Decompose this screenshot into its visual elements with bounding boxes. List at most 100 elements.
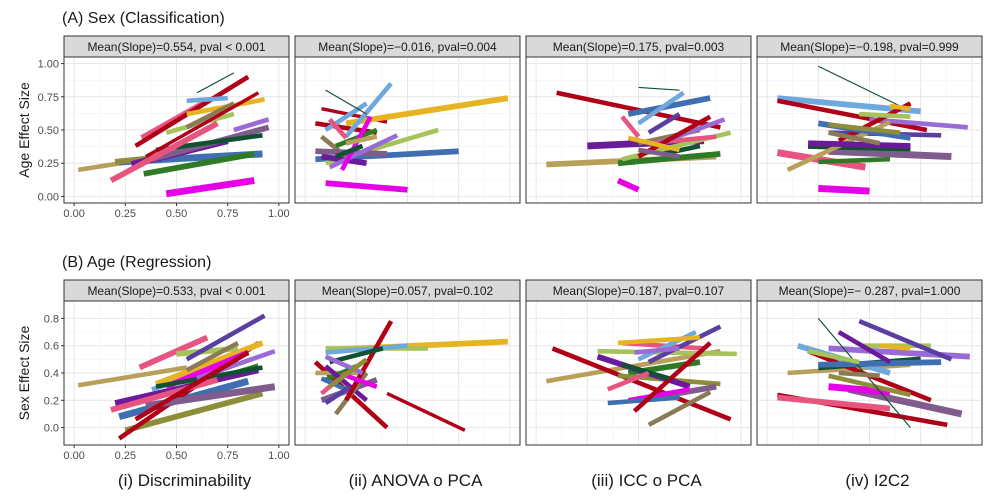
segment-10 bbox=[859, 111, 911, 120]
x-tick-label: 0.00 bbox=[63, 450, 84, 462]
segment-11 bbox=[335, 127, 378, 149]
segment-12 bbox=[879, 343, 911, 351]
segment-13 bbox=[620, 115, 641, 139]
x-tick-label: 0.50 bbox=[166, 208, 187, 220]
segment-10 bbox=[344, 319, 394, 402]
segment-0 bbox=[77, 365, 188, 388]
segment-9 bbox=[837, 101, 912, 143]
segment-16 bbox=[386, 391, 466, 432]
segments bbox=[313, 319, 508, 432]
panel-border bbox=[525, 56, 752, 204]
column-label-discriminability: (i) Discriminability bbox=[118, 471, 252, 490]
segments bbox=[776, 318, 970, 428]
segment-15 bbox=[889, 103, 911, 112]
segment-8 bbox=[324, 364, 369, 403]
y-tick-label: 1.00 bbox=[38, 59, 59, 71]
segment-13 bbox=[185, 340, 240, 373]
column-label-anova-pca: (ii) ANOVA o PCA bbox=[349, 471, 483, 490]
segment-12 bbox=[617, 335, 701, 346]
panel-a-3: Mean(Slope)=0.175, pval=0.003 bbox=[525, 35, 752, 204]
strip-label: Mean(Slope)=0.554, pval < 0.001 bbox=[87, 40, 265, 54]
y-tick-label: 0.6 bbox=[44, 341, 59, 353]
segment-16 bbox=[838, 370, 880, 379]
panel-border bbox=[525, 300, 752, 446]
segment-15 bbox=[325, 89, 367, 115]
panel-b-1: Mean(Slope)=0.533, pval < 0.001 0.00 0.25 0… bbox=[44, 279, 290, 462]
panel-b-4: Mean(Slope)=− 0.287, pval=1.000 bbox=[756, 279, 983, 446]
segment-13 bbox=[818, 185, 870, 195]
strip-label: Mean(Slope)=−0.198, pval=0.999 bbox=[780, 40, 959, 54]
segment-2 bbox=[325, 343, 408, 355]
segment-17 bbox=[134, 350, 250, 422]
row-b-y-axis-title: Sex Effect Size bbox=[16, 325, 32, 420]
panel-border bbox=[756, 300, 983, 446]
segment-17 bbox=[647, 112, 681, 135]
segment-12 bbox=[344, 82, 393, 139]
x-tick-label: 1.00 bbox=[268, 208, 289, 220]
strip-label: Mean(Slope)=−0.016, pval=0.004 bbox=[318, 40, 497, 54]
segment-9 bbox=[637, 90, 685, 126]
x-tick-label: 1.00 bbox=[268, 450, 289, 462]
segment-11 bbox=[329, 346, 384, 365]
segment-15 bbox=[109, 120, 219, 184]
segment-15 bbox=[638, 86, 680, 91]
segment-2 bbox=[143, 151, 255, 177]
y-tick-label: 0.4 bbox=[44, 368, 59, 380]
segment-1 bbox=[776, 98, 928, 133]
segment-17 bbox=[807, 348, 860, 365]
segment-16 bbox=[334, 143, 364, 159]
segments bbox=[776, 65, 968, 195]
segment-15 bbox=[632, 341, 712, 413]
segment-3 bbox=[617, 151, 721, 167]
segment-14 bbox=[345, 134, 378, 146]
strip-label: Mean(Slope)=0.175, pval=0.003 bbox=[553, 40, 725, 54]
segment-17 bbox=[196, 72, 235, 94]
segment-17 bbox=[327, 117, 348, 140]
segment-13 bbox=[837, 330, 892, 365]
segment-2 bbox=[315, 121, 378, 135]
segment-16 bbox=[621, 362, 670, 381]
segment-14 bbox=[818, 65, 901, 107]
segment-15 bbox=[858, 319, 953, 362]
segment-1 bbox=[551, 346, 732, 422]
strip-label: Mean(Slope)=− 0.287, pval=1.000 bbox=[779, 284, 961, 298]
segment-10 bbox=[647, 324, 722, 365]
segment-16 bbox=[828, 130, 881, 146]
segment-11 bbox=[828, 373, 911, 398]
segments bbox=[77, 72, 270, 198]
segment-11 bbox=[165, 177, 255, 198]
segment-16 bbox=[110, 377, 219, 413]
x-tick-label: 0.50 bbox=[166, 450, 187, 462]
segment-14 bbox=[616, 177, 640, 193]
segment-3 bbox=[124, 390, 264, 434]
y-tick-label: 0.25 bbox=[38, 158, 59, 170]
segments bbox=[315, 82, 509, 193]
panel-b-2: Mean(Slope)=0.057, pval=0.102 bbox=[294, 279, 521, 446]
segment-11 bbox=[808, 140, 911, 149]
strip-label: Mean(Slope)=0.533, pval < 0.001 bbox=[87, 284, 265, 298]
y-tick-label: 0.8 bbox=[44, 313, 59, 325]
segment-13 bbox=[634, 346, 680, 355]
panel-border bbox=[294, 300, 521, 446]
segment-17 bbox=[606, 370, 650, 392]
segment-6 bbox=[818, 359, 942, 368]
gridlines bbox=[758, 302, 981, 444]
segment-4 bbox=[818, 156, 891, 165]
segment-4 bbox=[345, 95, 509, 127]
segment-8 bbox=[647, 390, 712, 427]
column-label-icc-pca: (iii) ICC o PCA bbox=[591, 471, 702, 490]
x-tick-label: 0.75 bbox=[217, 450, 238, 462]
segment-9 bbox=[165, 111, 235, 135]
segments bbox=[77, 313, 276, 441]
y-tick-label: 0.75 bbox=[38, 92, 59, 104]
strip-label: Mean(Slope)=0.057, pval=0.102 bbox=[322, 284, 494, 298]
segment-15 bbox=[185, 313, 266, 362]
segments bbox=[545, 324, 737, 427]
gridlines bbox=[296, 58, 519, 202]
strip-label: Mean(Slope)=0.187, pval=0.107 bbox=[553, 284, 725, 298]
segment-7 bbox=[325, 180, 408, 193]
panel-border bbox=[294, 56, 521, 204]
x-tick-label: 0.00 bbox=[63, 208, 84, 220]
segment-4 bbox=[138, 334, 209, 371]
column-label-i2c2: (iv) I2C2 bbox=[845, 471, 909, 490]
